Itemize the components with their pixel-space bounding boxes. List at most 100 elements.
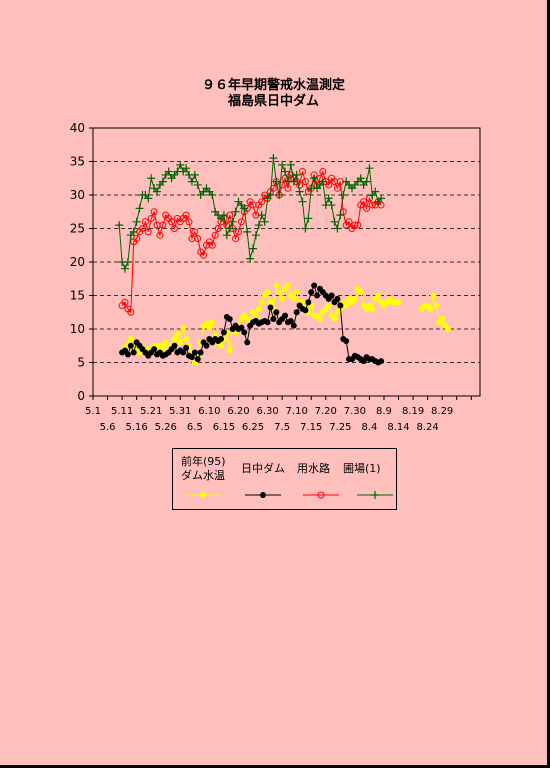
- data-point-3: [272, 177, 281, 186]
- data-point-3: [132, 217, 141, 226]
- data-point-3: [298, 197, 307, 206]
- x-tick-label: 6.10: [198, 406, 220, 417]
- data-point-2: [182, 211, 190, 219]
- data-point-2: [368, 201, 376, 209]
- legend: 前年(95) ダム水温 日中ダム 用水路 圃場(1): [172, 448, 397, 510]
- y-tick-label: 30: [70, 188, 85, 202]
- data-point-1: [328, 292, 335, 299]
- x-tick-label: 5.21: [140, 406, 162, 417]
- data-point-0: [284, 282, 291, 289]
- data-point-1: [267, 304, 274, 311]
- data-point-3: [295, 187, 304, 196]
- data-point-1: [171, 342, 178, 349]
- x-tick-label: 7.25: [329, 422, 351, 433]
- data-point-2: [345, 218, 353, 226]
- data-point-3: [158, 177, 167, 186]
- x-tick-label: 8.9: [376, 406, 392, 417]
- data-point-3: [356, 174, 365, 183]
- data-point-1: [151, 346, 158, 353]
- data-point-2: [156, 231, 164, 239]
- data-point-3: [286, 160, 295, 169]
- data-point-3: [371, 187, 380, 196]
- y-tick-label: 35: [70, 155, 85, 169]
- data-point-0: [264, 289, 271, 296]
- data-point-0: [369, 305, 376, 312]
- x-tick-label: 6.5: [187, 422, 203, 433]
- x-tick-label: 5.6: [100, 422, 116, 433]
- data-point-3: [324, 194, 333, 203]
- data-point-0: [444, 326, 451, 332]
- x-tick-label: 7.20: [315, 406, 337, 417]
- data-point-3: [266, 191, 275, 199]
- data-point-3: [254, 221, 263, 230]
- chart-title: ９６年早期警戒水温測定 福島県日中ダム: [0, 78, 547, 110]
- x-tick-label: 7.15: [300, 422, 322, 433]
- data-point-1: [282, 312, 289, 319]
- y-tick-label: 10: [70, 322, 85, 336]
- x-tick-label: 7.5: [274, 422, 290, 433]
- data-point-2: [141, 218, 149, 226]
- legend-marker-2: [317, 491, 325, 499]
- legend-label-prev-year: 前年(95) ダム水温: [181, 455, 226, 482]
- data-point-2: [237, 218, 245, 226]
- data-point-2: [234, 228, 242, 236]
- x-tick-label: 6.15: [213, 422, 235, 433]
- data-point-0: [439, 315, 446, 322]
- data-point-3: [330, 217, 339, 226]
- legend-label-field: 圃場(1): [343, 462, 381, 475]
- x-tick-label: 8.29: [431, 406, 453, 417]
- data-point-3: [147, 174, 156, 183]
- data-point-3: [228, 217, 237, 226]
- series-line-3: [118, 158, 382, 270]
- data-point-3: [260, 217, 269, 226]
- data-point-3: [182, 164, 191, 173]
- data-point-2: [150, 208, 158, 216]
- x-tick-label: 6.30: [256, 406, 278, 417]
- legend-label-canal: 用水路: [297, 462, 330, 475]
- data-point-2: [363, 204, 371, 212]
- data-point-1: [290, 322, 297, 329]
- data-point-2: [191, 228, 199, 236]
- y-tick-label: 5: [77, 356, 85, 370]
- data-point-2: [200, 251, 208, 259]
- data-point-2: [159, 221, 167, 229]
- data-point-2: [133, 235, 141, 243]
- data-point-1: [264, 319, 271, 326]
- data-point-0: [183, 336, 190, 343]
- data-point-3: [333, 224, 342, 233]
- data-point-1: [308, 289, 315, 296]
- data-point-3: [243, 227, 252, 236]
- data-point-0: [293, 289, 300, 296]
- data-point-3: [301, 224, 310, 233]
- data-point-3: [190, 170, 199, 179]
- data-point-2: [299, 168, 307, 176]
- data-point-3: [249, 244, 258, 253]
- data-point-2: [144, 228, 152, 236]
- data-point-2: [214, 225, 222, 232]
- data-point-3: [193, 180, 202, 189]
- data-point-2: [147, 214, 155, 222]
- data-point-1: [314, 292, 321, 299]
- data-point-3: [123, 258, 132, 266]
- data-point-3: [176, 160, 185, 169]
- data-point-3: [129, 227, 138, 236]
- legend-label-nicchu-dam: 日中ダム: [241, 462, 285, 475]
- data-point-3: [336, 211, 345, 220]
- data-point-1: [311, 282, 318, 289]
- data-point-3: [304, 214, 313, 223]
- y-tick-label: 15: [70, 289, 85, 303]
- data-point-3: [240, 204, 249, 213]
- data-point-0: [171, 336, 178, 343]
- data-point-3: [292, 170, 301, 179]
- data-point-0: [279, 295, 286, 302]
- data-point-3: [275, 191, 284, 199]
- data-point-0: [276, 289, 283, 296]
- data-point-3: [187, 177, 196, 186]
- x-tick-label: 5.1: [85, 406, 101, 417]
- chart-subtitle: 福島県日中ダム: [227, 94, 319, 109]
- data-point-0: [226, 347, 233, 354]
- data-point-0: [127, 336, 134, 343]
- data-point-1: [124, 351, 131, 358]
- data-point-3: [164, 167, 173, 176]
